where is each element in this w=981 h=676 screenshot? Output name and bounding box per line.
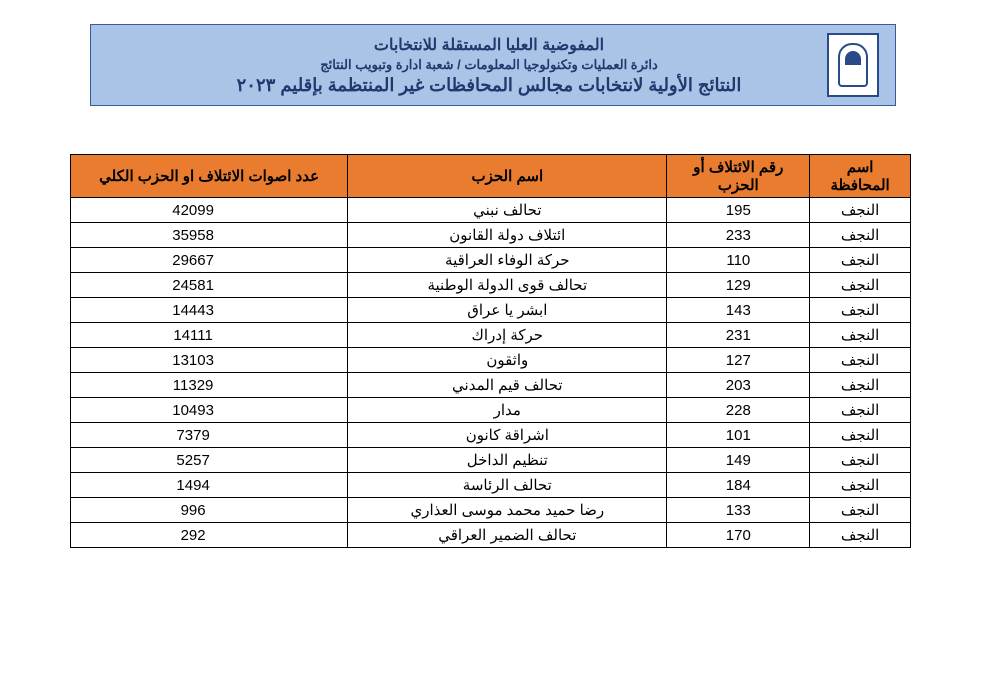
cell-total-votes: 42099: [71, 198, 348, 223]
cell-total-votes: 14443: [71, 298, 348, 323]
cell-coalition-number: 143: [667, 298, 810, 323]
cell-total-votes: 7379: [71, 423, 348, 448]
commission-logo: [827, 33, 879, 97]
table-row: النجف129تحالف قوى الدولة الوطنية24581: [71, 273, 911, 298]
cell-total-votes: 5257: [71, 448, 348, 473]
cell-party-name: تحالف نبني: [348, 198, 667, 223]
table-row: النجف231حركة إدراك14111: [71, 323, 911, 348]
cell-party-name: مدار: [348, 398, 667, 423]
cell-total-votes: 10493: [71, 398, 348, 423]
table-row: النجف143ابشر يا عراق14443: [71, 298, 911, 323]
cell-governorate: النجف: [810, 523, 911, 548]
cell-party-name: حركة إدراك: [348, 323, 667, 348]
cell-party-name: حركة الوفاء العراقية: [348, 248, 667, 273]
header-banner: المفوضية العليا المستقلة للانتخابات دائر…: [90, 24, 896, 106]
cell-governorate: النجف: [810, 448, 911, 473]
table-row: النجف149تنظيم الداخل5257: [71, 448, 911, 473]
cell-governorate: النجف: [810, 223, 911, 248]
col-governorate: اسم المحافظة: [810, 155, 911, 198]
cell-coalition-number: 231: [667, 323, 810, 348]
cell-governorate: النجف: [810, 373, 911, 398]
banner-line-3: النتائج الأولية لانتخابات مجالس المحافظا…: [151, 75, 827, 96]
banner-line-1: المفوضية العليا المستقلة للانتخابات: [151, 35, 827, 55]
cell-coalition-number: 127: [667, 348, 810, 373]
cell-total-votes: 29667: [71, 248, 348, 273]
table-row: النجف195تحالف نبني42099: [71, 198, 911, 223]
table-body: النجف195تحالف نبني42099النجف233ائتلاف دو…: [71, 198, 911, 548]
col-coalition-number: رقم الائتلاف أو الحزب: [667, 155, 810, 198]
cell-party-name: تحالف قوى الدولة الوطنية: [348, 273, 667, 298]
cell-coalition-number: 203: [667, 373, 810, 398]
cell-coalition-number: 101: [667, 423, 810, 448]
table-row: النجف203تحالف قيم المدني11329: [71, 373, 911, 398]
cell-coalition-number: 110: [667, 248, 810, 273]
cell-party-name: ائتلاف دولة القانون: [348, 223, 667, 248]
col-total-votes: عدد اصوات الائتلاف او الحزب الكلي: [71, 155, 348, 198]
cell-governorate: النجف: [810, 473, 911, 498]
cell-coalition-number: 133: [667, 498, 810, 523]
cell-coalition-number: 228: [667, 398, 810, 423]
cell-governorate: النجف: [810, 398, 911, 423]
cell-party-name: تحالف قيم المدني: [348, 373, 667, 398]
cell-party-name: تحالف الرئاسة: [348, 473, 667, 498]
cell-total-votes: 996: [71, 498, 348, 523]
cell-governorate: النجف: [810, 323, 911, 348]
cell-coalition-number: 233: [667, 223, 810, 248]
table-row: النجف170تحالف الضمير العراقي292: [71, 523, 911, 548]
cell-governorate: النجف: [810, 348, 911, 373]
cell-total-votes: 11329: [71, 373, 348, 398]
cell-party-name: واثقون: [348, 348, 667, 373]
cell-coalition-number: 170: [667, 523, 810, 548]
banner-text-block: المفوضية العليا المستقلة للانتخابات دائر…: [91, 35, 827, 96]
table-row: النجف233ائتلاف دولة القانون35958: [71, 223, 911, 248]
banner-line-2: دائرة العمليات وتكنولوجيا المعلومات / شع…: [151, 57, 827, 73]
cell-party-name: تنظيم الداخل: [348, 448, 667, 473]
cell-governorate: النجف: [810, 298, 911, 323]
results-table: اسم المحافظة رقم الائتلاف أو الحزب اسم ا…: [70, 154, 911, 548]
cell-coalition-number: 184: [667, 473, 810, 498]
cell-coalition-number: 195: [667, 198, 810, 223]
cell-party-name: تحالف الضمير العراقي: [348, 523, 667, 548]
table-row: النجف127واثقون13103: [71, 348, 911, 373]
cell-governorate: النجف: [810, 423, 911, 448]
cell-total-votes: 1494: [71, 473, 348, 498]
cell-total-votes: 13103: [71, 348, 348, 373]
cell-total-votes: 35958: [71, 223, 348, 248]
col-party-name: اسم الحزب: [348, 155, 667, 198]
cell-governorate: النجف: [810, 498, 911, 523]
cell-total-votes: 14111: [71, 323, 348, 348]
cell-total-votes: 24581: [71, 273, 348, 298]
table-row: النجف101اشراقة كانون7379: [71, 423, 911, 448]
table-row: النجف228مدار10493: [71, 398, 911, 423]
cell-coalition-number: 129: [667, 273, 810, 298]
cell-coalition-number: 149: [667, 448, 810, 473]
table-row: النجف110حركة الوفاء العراقية29667: [71, 248, 911, 273]
cell-party-name: ابشر يا عراق: [348, 298, 667, 323]
cell-governorate: النجف: [810, 248, 911, 273]
table-row: النجف184تحالف الرئاسة1494: [71, 473, 911, 498]
cell-party-name: اشراقة كانون: [348, 423, 667, 448]
table-row: النجف133رضا حميد محمد موسى العذاري996: [71, 498, 911, 523]
cell-party-name: رضا حميد محمد موسى العذاري: [348, 498, 667, 523]
results-table-container: اسم المحافظة رقم الائتلاف أو الحزب اسم ا…: [70, 154, 911, 548]
table-header-row: اسم المحافظة رقم الائتلاف أو الحزب اسم ا…: [71, 155, 911, 198]
cell-governorate: النجف: [810, 198, 911, 223]
cell-total-votes: 292: [71, 523, 348, 548]
cell-governorate: النجف: [810, 273, 911, 298]
